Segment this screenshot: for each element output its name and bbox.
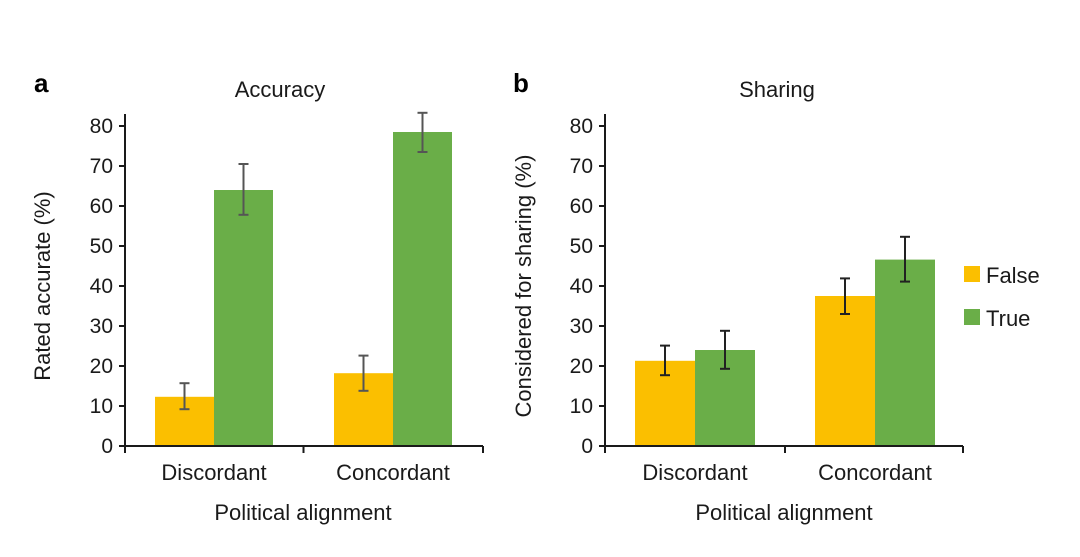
panel-a-ytick-label-0: 0 [101,435,113,458]
panel-b-title: Sharing [739,77,815,102]
panel-a-title: Accuracy [235,77,325,102]
panel-b-ytick-label-70: 70 [570,155,593,178]
panel-a-xtick-label-discordant: Discordant [161,460,266,485]
panel-a-xtick-label-concordant: Concordant [336,460,450,485]
panel-b-ylabel: Considered for sharing (%) [511,155,536,418]
panel-a-ytick-label-10: 10 [90,395,113,418]
panel-a-ylabel: Rated accurate (%) [30,191,55,381]
panel-b-xtick-label-concordant: Concordant [818,460,932,485]
panel-a-plot: 0 10 20 30 40 50 60 70 80 Discordant Concordant [90,111,484,485]
panel-a-bar-true-concordant [393,132,452,446]
panel-a-ytick-label-80: 80 [90,115,113,138]
panel-a-ytick-label-40: 40 [90,275,113,298]
panel-b-ytick-label-10: 10 [570,395,593,418]
legend-label-true: True [986,306,1030,331]
panel-b-xtick-label-discordant: Discordant [642,460,747,485]
panel-b-bar-true-concordant [875,259,935,446]
panel-b-bar-false-concordant [815,296,875,446]
panel-b-ytick-label-20: 20 [570,355,593,378]
panel-b-ytick-label-0: 0 [581,435,593,458]
panel-b-ytick-label-30: 30 [570,315,593,338]
legend-swatch-true [964,309,980,325]
panel-a-bar-true-discordant [214,190,273,446]
legend-swatch-false [964,266,980,282]
panel-a-xlabel: Political alignment [214,500,391,525]
legend-label-false: False [986,263,1040,288]
panel-a-ytick-label-70: 70 [90,155,113,178]
panel-a-ytick-label-50: 50 [90,235,113,258]
panel-a-ytick-label-60: 60 [90,195,113,218]
panel-b-ytick-label-40: 40 [570,275,593,298]
panel-b-plot: 0 10 20 30 40 50 60 70 80 Discordant Concordant [570,114,964,485]
panel-b-ytick-label-50: 50 [570,235,593,258]
panel-b-letter: b [513,68,529,98]
panel-a-ytick-label-20: 20 [90,355,113,378]
panel-b-xlabel: Political alignment [695,500,872,525]
panel-a-letter: a [34,68,49,98]
legend: False True [964,263,1040,331]
panel-b-ytick-label-80: 80 [570,115,593,138]
panel-a-ytick-label-30: 30 [90,315,113,338]
panel-b-ytick-label-60: 60 [570,195,593,218]
